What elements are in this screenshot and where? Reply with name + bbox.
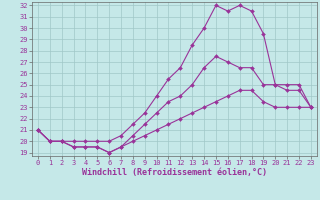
X-axis label: Windchill (Refroidissement éolien,°C): Windchill (Refroidissement éolien,°C) [82, 168, 267, 177]
